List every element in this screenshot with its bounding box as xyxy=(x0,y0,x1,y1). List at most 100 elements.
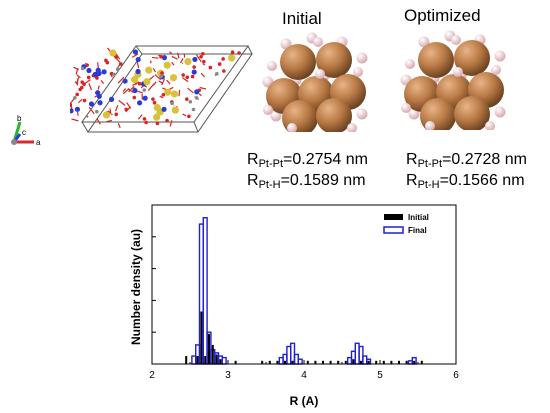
framework-atom xyxy=(95,90,101,96)
platinum-atom xyxy=(418,42,454,78)
framework-atom xyxy=(161,93,166,97)
x-tick-label: 6 xyxy=(453,370,459,381)
hydrogen-atom xyxy=(267,61,277,71)
framework-atom xyxy=(102,111,111,119)
framework-atom xyxy=(161,106,167,112)
framework-atom xyxy=(112,72,117,77)
initial-bar xyxy=(208,333,210,364)
framework-atom xyxy=(142,95,148,101)
axis-c-label: c xyxy=(22,128,26,137)
bond xyxy=(76,74,81,79)
bond xyxy=(158,80,163,84)
framework-atom xyxy=(142,117,147,121)
initial-bar xyxy=(284,360,286,364)
framework-atom xyxy=(97,100,103,106)
x-tick-label: 2 xyxy=(149,370,155,381)
initial-bar xyxy=(413,360,416,364)
initial-bar xyxy=(306,360,309,364)
initial-cluster-image xyxy=(262,32,368,132)
framework-atom xyxy=(70,102,73,107)
hydrogen-atom xyxy=(270,110,282,122)
framework-atom xyxy=(169,74,178,82)
platinum-atom xyxy=(280,44,316,80)
framework-atom xyxy=(86,67,92,74)
bond xyxy=(159,95,164,99)
framework-atom xyxy=(153,103,161,112)
initial-bar xyxy=(268,360,271,364)
hydrogen-atom xyxy=(347,123,357,132)
bond xyxy=(122,88,127,92)
framework-atom xyxy=(208,65,213,70)
framework-atom xyxy=(137,81,142,86)
hydrogen-atom xyxy=(408,108,420,120)
bond xyxy=(97,62,99,69)
bond xyxy=(131,53,139,58)
bond xyxy=(166,79,171,85)
initial-bar xyxy=(219,359,222,364)
initial-bar xyxy=(405,360,408,364)
platinum-atom xyxy=(454,40,490,76)
bond xyxy=(151,56,159,59)
framework-atom xyxy=(122,78,128,84)
framework-atom xyxy=(165,118,169,123)
final-series-bars xyxy=(191,217,417,365)
hydrogen-atom xyxy=(287,123,297,132)
framework-atom xyxy=(135,56,141,63)
framework-atom xyxy=(188,99,193,104)
hydrogen-atom xyxy=(263,105,273,115)
framework-atom xyxy=(153,113,161,121)
hydrogen-atom xyxy=(313,37,323,47)
hydrogen-atom xyxy=(425,121,435,130)
framework-atom xyxy=(80,80,85,84)
bond xyxy=(75,77,80,85)
framework-atom xyxy=(80,66,85,71)
framework-atom xyxy=(79,85,84,90)
initial-bar xyxy=(337,360,340,364)
framework-atom xyxy=(161,55,168,61)
bond xyxy=(152,68,156,73)
framework-atom xyxy=(155,121,160,126)
initial-r-pt-pt: RPt-Pt=0.2754 nm xyxy=(247,151,368,170)
optimized-r-pt-pt: RPt-Pt=0.2728 nm xyxy=(406,151,527,170)
initial-bar xyxy=(185,356,188,364)
initial-bar xyxy=(329,360,332,364)
initial-bar xyxy=(276,360,279,364)
hydrogen-atom xyxy=(453,67,463,77)
initial-r-pt-h: RPt-H=0.1589 nm xyxy=(247,172,366,191)
initial-bar xyxy=(261,360,264,364)
framework-atom xyxy=(142,88,147,92)
radial-distribution-chart: 2 3 4 5 6 R (A) Number density (au) Initial … xyxy=(129,204,459,408)
initial-bar xyxy=(375,360,378,364)
bond xyxy=(117,76,125,84)
hydrogen-atom xyxy=(494,106,506,118)
axes-orientation-icon: b c a xyxy=(11,114,41,147)
bond xyxy=(126,102,132,109)
hydrogen-atom xyxy=(356,108,368,120)
initial-bar xyxy=(360,360,362,364)
final-bar xyxy=(221,356,227,365)
framework-atom xyxy=(201,51,205,56)
bond xyxy=(137,114,143,120)
bond xyxy=(137,90,144,94)
framework-atom xyxy=(191,69,197,75)
legend-label-final: Final xyxy=(408,226,427,235)
initial-bar xyxy=(420,360,423,364)
hydrogen-atom xyxy=(451,35,461,45)
initial-bar xyxy=(390,360,393,364)
framework-atom xyxy=(181,73,185,77)
framework-atom xyxy=(151,97,155,101)
bond xyxy=(118,99,126,106)
framework-atom xyxy=(144,120,148,125)
framework-atom xyxy=(135,68,141,75)
bond xyxy=(114,104,119,112)
framework-atom xyxy=(108,96,115,102)
hydrogen-atom xyxy=(353,67,363,77)
framework-atom xyxy=(217,62,222,66)
initial-bar xyxy=(314,360,317,364)
framework-atom xyxy=(221,57,225,61)
initial-bar xyxy=(204,356,207,364)
bond xyxy=(182,113,187,117)
framework-atom xyxy=(159,54,163,59)
hydrogen-atom xyxy=(405,59,415,69)
framework-atom xyxy=(171,106,179,114)
